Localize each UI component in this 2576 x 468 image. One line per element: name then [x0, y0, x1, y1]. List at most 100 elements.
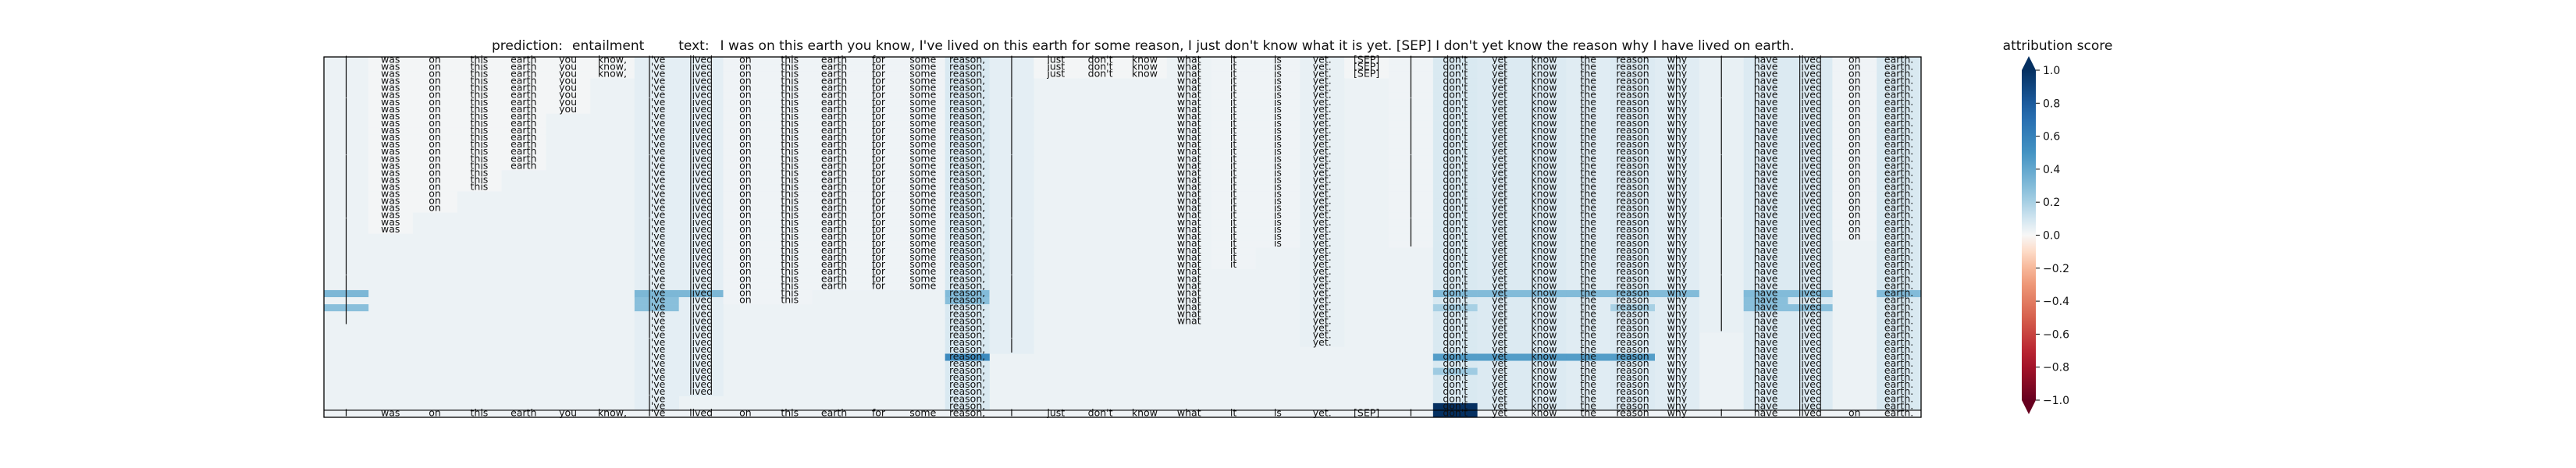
token-text: lived — [1799, 60, 1822, 72]
token-text: why — [1667, 53, 1688, 65]
cell-color — [723, 78, 768, 86]
heatmap-cell: I — [989, 82, 1034, 94]
token-text: I — [345, 75, 348, 87]
heatmap-cell: I — [1389, 53, 1434, 65]
cell-color — [1389, 64, 1434, 72]
cell-color — [634, 71, 679, 79]
text-label: text: — [678, 38, 709, 54]
heatmap-cell: have — [1743, 68, 1788, 80]
cell-color — [1034, 64, 1079, 72]
heatmap-cell: earth — [501, 53, 546, 65]
token-text: this — [471, 82, 489, 94]
cell-color — [546, 57, 591, 65]
cell-color — [368, 71, 413, 79]
cell-color — [1743, 57, 1788, 65]
heatmap-cell: reason, — [945, 68, 990, 80]
colorbar-title: attribution score — [2003, 38, 2113, 54]
cell-color — [1034, 71, 1079, 79]
heatmap-cell: is — [1255, 75, 1300, 87]
token-text: this — [471, 53, 489, 65]
token-text: lived — [1799, 406, 1822, 418]
token-text: you — [559, 406, 577, 418]
cell-color — [678, 71, 724, 79]
token-text: I — [1010, 82, 1013, 94]
token-text: just — [1046, 406, 1065, 418]
heatmap-cell: yet — [1477, 82, 1522, 94]
cell-color — [1655, 85, 1700, 93]
token-text: know — [1531, 68, 1557, 80]
cell-color — [1300, 85, 1345, 93]
heatmap-cell: some — [900, 53, 945, 65]
heatmap-cell: don't — [1078, 53, 1123, 65]
token-text: I — [1410, 406, 1413, 418]
heatmap-cell: yet — [1477, 68, 1522, 80]
cell-color — [1211, 57, 1256, 65]
cell-color — [989, 85, 1034, 93]
token-text: just — [1046, 53, 1065, 65]
token-text: you — [559, 103, 577, 115]
token-text: this — [781, 68, 799, 80]
heatmap-cell: have — [1743, 53, 1788, 65]
token-text: this — [471, 68, 489, 80]
heatmap-cell: is — [1255, 68, 1300, 80]
token-text: lived — [689, 68, 713, 80]
token-text: know — [1531, 53, 1557, 65]
heatmap-cell: you — [546, 82, 591, 94]
heatmap-cell: I've — [634, 82, 679, 94]
token-text: lived — [689, 385, 713, 397]
token-text: reason — [1616, 60, 1649, 72]
heatmap-cell: what — [1166, 82, 1212, 94]
heatmap-cell: I — [324, 82, 369, 94]
token-text: you — [559, 82, 577, 94]
heatmap-cell: don't — [1432, 60, 1478, 72]
cell-color — [1123, 57, 1168, 65]
heatmap-cell: I've — [634, 60, 679, 72]
colorbar-tick-label: 0.0 — [2043, 230, 2060, 243]
heatmap-cell: some — [900, 60, 945, 72]
heatmap-cell: it — [1211, 68, 1256, 80]
heatmap-cell: just — [1034, 60, 1079, 72]
token-text: know — [1132, 68, 1158, 80]
cell-color — [1389, 71, 1434, 79]
cell-color — [324, 78, 369, 86]
heatmap-cell: I've — [634, 75, 679, 87]
token-text: yet. — [1313, 336, 1332, 348]
cell-color — [1211, 71, 1256, 79]
token-text: reason, — [949, 75, 985, 87]
token-text: this — [781, 82, 799, 94]
cell-color — [1610, 71, 1656, 79]
heatmap-cell: know, — [590, 53, 635, 65]
token-text: some — [909, 75, 936, 87]
heatmap-cell: know — [1521, 75, 1567, 87]
cell-color — [1255, 57, 1300, 65]
heatmap-cell: was — [368, 75, 413, 87]
cell-color — [1344, 57, 1389, 65]
token-text: I — [1010, 68, 1013, 80]
heatmap-cell: don't — [1432, 75, 1478, 87]
heatmap-cell: earth. — [1877, 60, 1922, 72]
heatmap-cell: this — [767, 60, 813, 72]
heatmap-cell: I — [989, 68, 1034, 80]
cell-color — [1521, 71, 1567, 79]
token-text: earth. — [1884, 53, 1913, 65]
token-text: I — [1010, 75, 1013, 87]
token-text: yet. — [1313, 53, 1332, 65]
cell-color — [1255, 71, 1300, 79]
colorbar-min-extend — [2022, 400, 2036, 414]
heatmap-cell: on — [1832, 75, 1877, 87]
token-text: know — [1531, 82, 1557, 94]
token-text: just — [1046, 68, 1065, 80]
heatmap-cell: earth — [501, 68, 546, 80]
cell-color — [1521, 78, 1567, 86]
cell-color — [501, 71, 546, 79]
cell-color — [1123, 64, 1168, 72]
token-text: why — [1667, 406, 1688, 418]
token-text: I — [1410, 237, 1413, 249]
heatmap-cell: you — [546, 75, 591, 87]
token-text: I — [1410, 68, 1413, 80]
token-text: on — [429, 60, 441, 72]
heatmap-cell: the — [1566, 60, 1611, 72]
heatmap-cell: reason — [1610, 53, 1656, 65]
token-text: it — [1230, 406, 1236, 418]
